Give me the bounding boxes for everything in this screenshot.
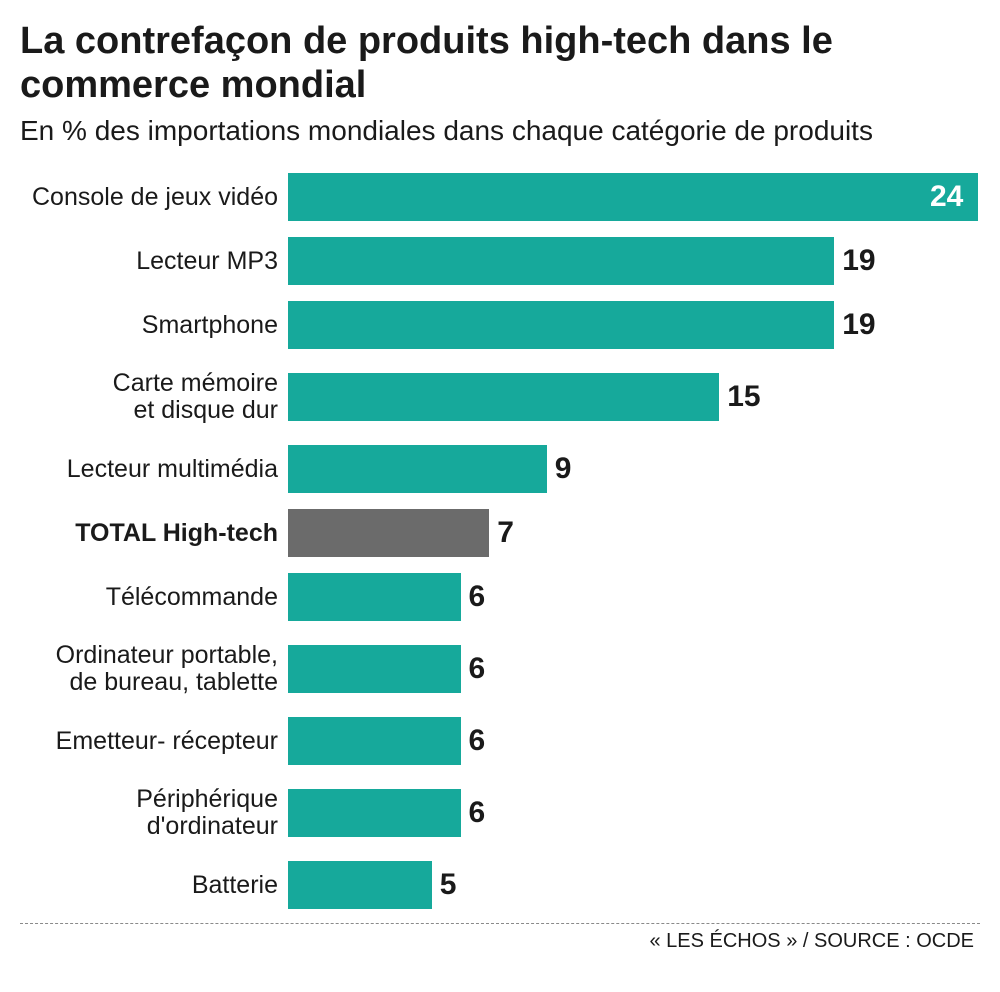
bar-value: 15 (727, 380, 760, 414)
bar-container: 5 (288, 861, 980, 909)
bar-row: Ordinateur portable, de bureau, tablette… (20, 635, 980, 703)
bar-row: Batterie 5 (20, 859, 980, 911)
bar (288, 717, 461, 765)
bar-label: Ordinateur portable, de bureau, tablette (20, 642, 288, 697)
bar-value: 5 (440, 868, 457, 902)
bar-container: 19 (288, 301, 980, 349)
bar-container: 7 (288, 509, 980, 557)
chart-title: La contrefaçon de produits high-tech dan… (20, 20, 980, 107)
bar-label: Emetteur- récepteur (20, 728, 288, 756)
bar-label: Lecteur multimédia (20, 456, 288, 484)
bar-container: 6 (288, 717, 980, 765)
bar-row: Smartphone 19 (20, 299, 980, 351)
bar-container: 19 (288, 237, 980, 285)
bar (288, 789, 461, 837)
bar-row: Périphérique d'ordinateur 6 (20, 779, 980, 847)
bar-value: 6 (469, 724, 486, 758)
chart-subtitle: En % des importations mondiales dans cha… (20, 115, 980, 147)
bar-label: Carte mémoire et disque dur (20, 370, 288, 425)
bar-container: 6 (288, 573, 980, 621)
bar-row: Console de jeux vidéo 24 (20, 171, 980, 223)
bar (288, 573, 461, 621)
bar-container: 6 (288, 645, 980, 693)
divider (20, 923, 980, 924)
bar-chart: Console de jeux vidéo24Lecteur MP319Smar… (20, 171, 980, 911)
bar-value: 19 (842, 244, 875, 278)
bar (288, 301, 834, 349)
bar-row: Emetteur- récepteur 6 (20, 715, 980, 767)
bar (288, 173, 978, 221)
bar-container: 24 (288, 173, 1000, 221)
bar (288, 373, 719, 421)
bar-value: 6 (469, 796, 486, 830)
bar-label: Smartphone (20, 312, 288, 340)
bar-value: 24 (930, 180, 963, 214)
bar (288, 445, 547, 493)
bar-value: 7 (497, 516, 514, 550)
bar-label: Lecteur MP3 (20, 248, 288, 276)
bar-row: Lecteur multimédia 9 (20, 443, 980, 495)
bar-value: 6 (469, 652, 486, 686)
bar-value: 9 (555, 452, 572, 486)
bar-row: Carte mémoire et disque dur 15 (20, 363, 980, 431)
bar-container: 15 (288, 373, 980, 421)
bar (288, 645, 461, 693)
bar (288, 861, 432, 909)
bar-value: 19 (842, 308, 875, 342)
bar-row: Lecteur MP3 19 (20, 235, 980, 287)
bar-label: Télécommande (20, 584, 288, 612)
bar-row: TOTAL High-tech 7 (20, 507, 980, 559)
bar-row: Télécommande 6 (20, 571, 980, 623)
bar (288, 237, 834, 285)
bar (288, 509, 489, 557)
bar-label: Console de jeux vidéo (20, 184, 288, 212)
source-text: « LES ÉCHOS » / SOURCE : OCDE (20, 930, 980, 953)
bar-label: Périphérique d'ordinateur (20, 786, 288, 841)
bar-label: TOTAL High-tech (20, 520, 288, 548)
bar-container: 6 (288, 789, 980, 837)
bar-container: 9 (288, 445, 980, 493)
bar-value: 6 (469, 580, 486, 614)
bar-label: Batterie (20, 872, 288, 900)
